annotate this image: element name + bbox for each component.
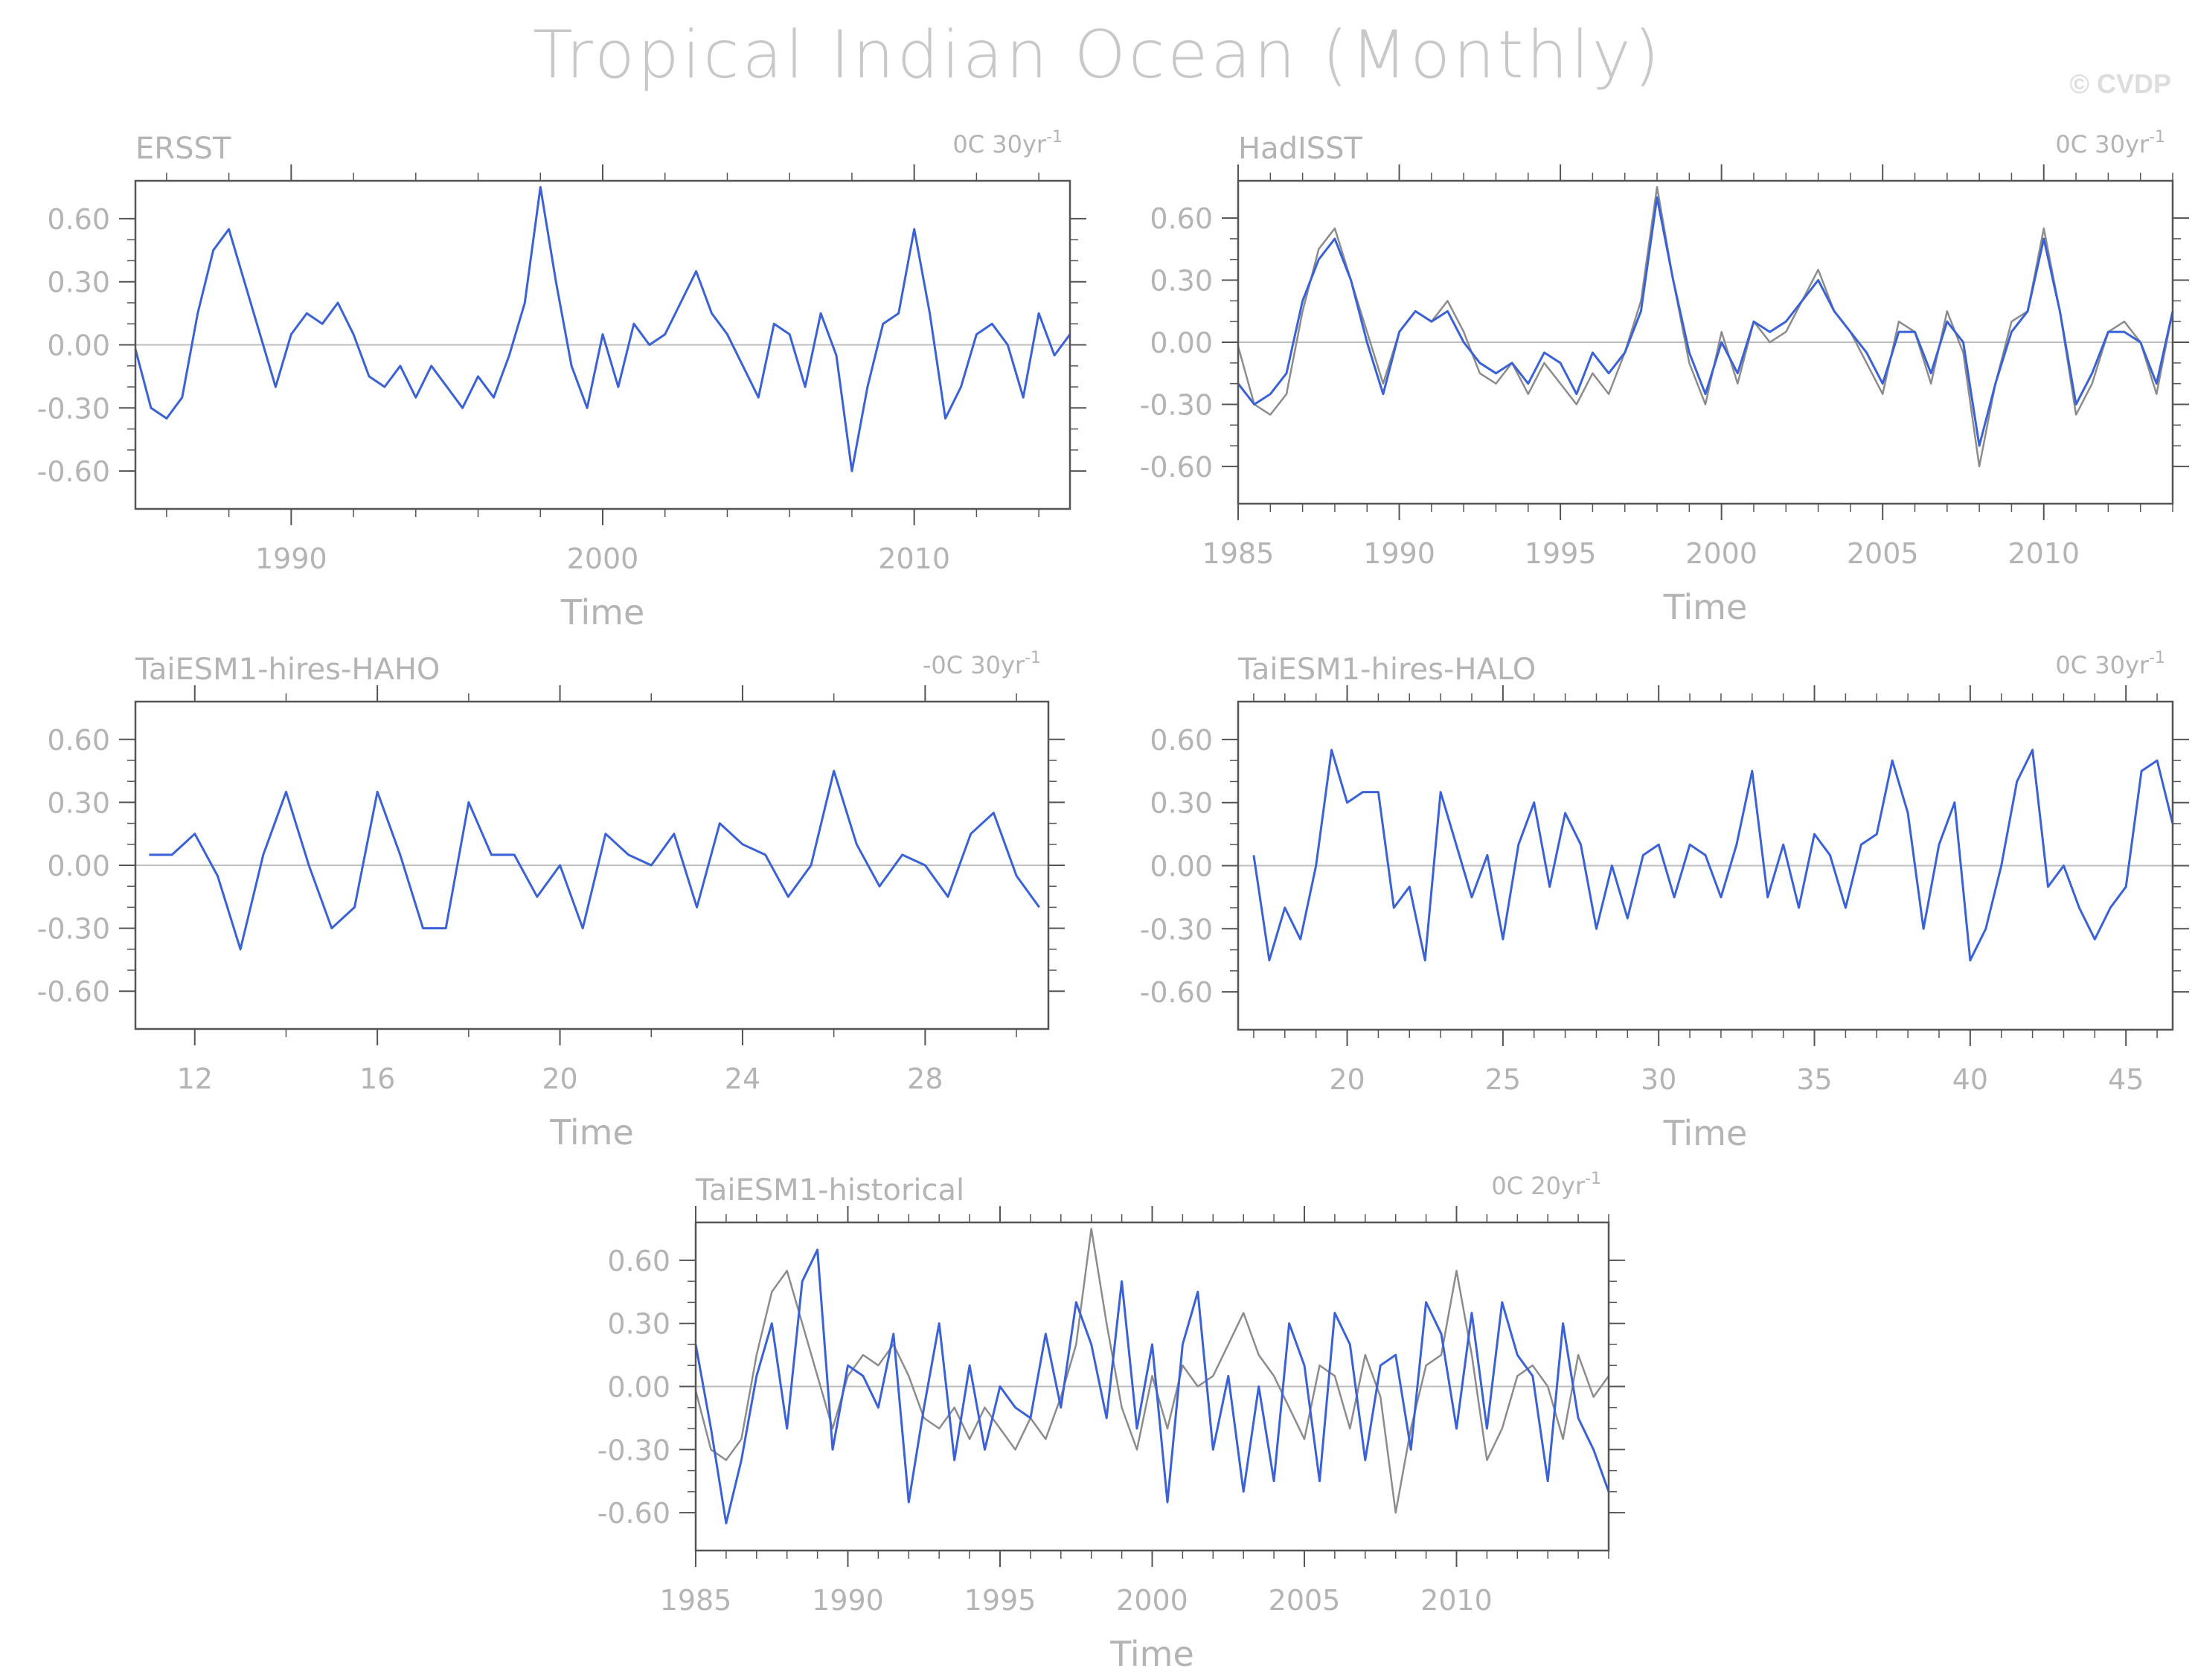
x-tick-label: 1990 [812, 1584, 884, 1617]
x-tick-label: 2010 [1420, 1584, 1493, 1617]
x-tick-label: 2005 [1847, 537, 1919, 570]
panel-title: TaiESM1-hires-HAHO [135, 653, 440, 687]
panel-trend: 0C 30yr-1 [2055, 649, 2165, 679]
plot-frame [134, 179, 1071, 510]
cvdp-credit: © CVDP [2069, 68, 2171, 99]
y-tick-label: 0.60 [607, 1245, 670, 1277]
x-tick-label: 20 [1329, 1063, 1365, 1096]
plot-frame [1237, 700, 2174, 1031]
x-tick-label: 2000 [1116, 1584, 1188, 1617]
x-axis-label: Time [549, 1112, 634, 1152]
y-tick-label: 0.30 [47, 786, 110, 819]
chart-panel-1: ERSST 0C 30yr-1 0.60 0.30 0.00 -0.30 -0.60 1990… [37, 128, 1086, 632]
x-tick-label: 1990 [1363, 537, 1435, 570]
panel-title: TaiESM1-historical [695, 1173, 964, 1208]
x-tick-label: 25 [1485, 1063, 1521, 1096]
x-tick-label: 2010 [878, 542, 950, 575]
x-axis-label: Time [560, 592, 645, 632]
y-tick-label: -0.60 [37, 975, 110, 1008]
trend-value: 0C 30yr [2055, 130, 2150, 158]
x-tick-label: 1985 [1202, 537, 1275, 570]
x-tick-label: 20 [542, 1062, 577, 1095]
x-tick-label: 1995 [1525, 537, 1597, 570]
trend-value: 0C 30yr [2055, 651, 2150, 679]
trend-value: 0C 20yr [1491, 1172, 1586, 1200]
y-tick-label: -0.30 [1140, 913, 1213, 946]
trend-value: 0C 30yr [952, 130, 1047, 158]
trend-exponent: -1 [1585, 1170, 1601, 1188]
x-tick-label: 2000 [1685, 537, 1757, 570]
y-tick-label: 0.00 [1150, 327, 1213, 359]
x-tick-label: 2000 [567, 542, 639, 575]
y-tick-label: 0.60 [1150, 724, 1213, 757]
y-tick-label: 0.00 [1150, 850, 1213, 883]
y-tick-label: 0.60 [47, 724, 110, 757]
x-tick-label: 2010 [2007, 537, 2080, 570]
y-tick-label: 0.60 [47, 203, 110, 236]
chart-panel-2: HadISST 0C 30yr-1 0.60 0.30 0.00 -0.30 -0.60 19… [1140, 128, 2189, 627]
y-tick-label: -0.30 [1140, 388, 1213, 421]
panel-trend: -0C 30yr-1 [923, 649, 1041, 679]
y-tick-label: -0.30 [597, 1434, 670, 1466]
plot-frame [1237, 179, 2174, 505]
chart-panel-3: TaiESM1-hires-HAHO -0C 30yr-1 0.60 0.30 0.00… [37, 649, 1065, 1152]
y-tick-label: 0.00 [47, 330, 110, 362]
x-tick-label: 1995 [964, 1584, 1036, 1617]
x-tick-label: 1990 [255, 542, 327, 575]
y-tick-label: 0.00 [47, 850, 110, 882]
panel-title: ERSST [135, 132, 231, 166]
y-tick-label: 0.00 [607, 1371, 670, 1404]
y-tick-label: -0.30 [37, 913, 110, 946]
obs-series-line [1237, 186, 2174, 468]
trend-exponent: -1 [2149, 649, 2165, 667]
plot-frame [694, 1221, 1610, 1552]
panel-trend: 0C 20yr-1 [1491, 1170, 1601, 1200]
trend-value: -0C 30yr [923, 651, 1025, 679]
trend-exponent: -1 [1025, 649, 1041, 667]
y-tick-label: -0.30 [37, 392, 110, 425]
chart-panel-5: TaiESM1-historical 0C 20yr-1 0.60 0.30 0.00 -… [597, 1170, 1625, 1674]
plot-frame [134, 700, 1050, 1030]
x-tick-label: 2005 [1269, 1584, 1341, 1617]
y-tick-label: 0.60 [1150, 202, 1213, 235]
model-series-line [1252, 748, 2174, 962]
y-tick-label: -0.60 [1140, 976, 1213, 1009]
x-tick-label: 40 [1952, 1063, 1988, 1096]
y-tick-label: 0.30 [1150, 787, 1213, 820]
x-tick-label: 28 [907, 1062, 943, 1095]
x-tick-label: 24 [725, 1062, 760, 1095]
panel-trend: 0C 30yr-1 [952, 128, 1063, 158]
x-tick-label: 16 [359, 1062, 395, 1095]
model-series-line [149, 769, 1040, 951]
chart-panel-4: TaiESM1-hires-HALO 0C 30yr-1 0.60 0.30 0.00 -… [1140, 649, 2189, 1153]
x-tick-label: 1985 [660, 1584, 732, 1617]
trend-exponent: -1 [2149, 128, 2165, 147]
y-tick-label: -0.60 [37, 455, 110, 488]
y-tick-label: 0.30 [47, 266, 110, 299]
model-series-line [694, 1248, 1610, 1524]
x-tick-label: 35 [1796, 1063, 1832, 1096]
model-series-line [134, 186, 1071, 472]
x-tick-label: 45 [2108, 1063, 2144, 1096]
model-series-line [1237, 196, 2174, 447]
figure-title: Tropical Indian Ocean (Monthly) [532, 16, 1663, 93]
x-axis-label: Time [1109, 1634, 1194, 1674]
y-tick-label: 0.30 [607, 1308, 670, 1341]
x-tick-label: 30 [1641, 1063, 1676, 1096]
y-tick-label: -0.60 [1140, 451, 1213, 484]
panel-title: HadISST [1238, 132, 1363, 166]
y-tick-label: 0.30 [1150, 265, 1213, 298]
x-axis-label: Time [1663, 587, 1748, 627]
y-tick-label: -0.60 [597, 1497, 670, 1530]
obs-series-line [694, 1228, 1610, 1514]
panel-trend: 0C 30yr-1 [2055, 128, 2165, 158]
x-tick-label: 12 [177, 1062, 213, 1095]
trend-exponent: -1 [1046, 128, 1063, 147]
panel-title: TaiESM1-hires-HALO [1237, 653, 1536, 687]
x-axis-label: Time [1663, 1113, 1748, 1153]
